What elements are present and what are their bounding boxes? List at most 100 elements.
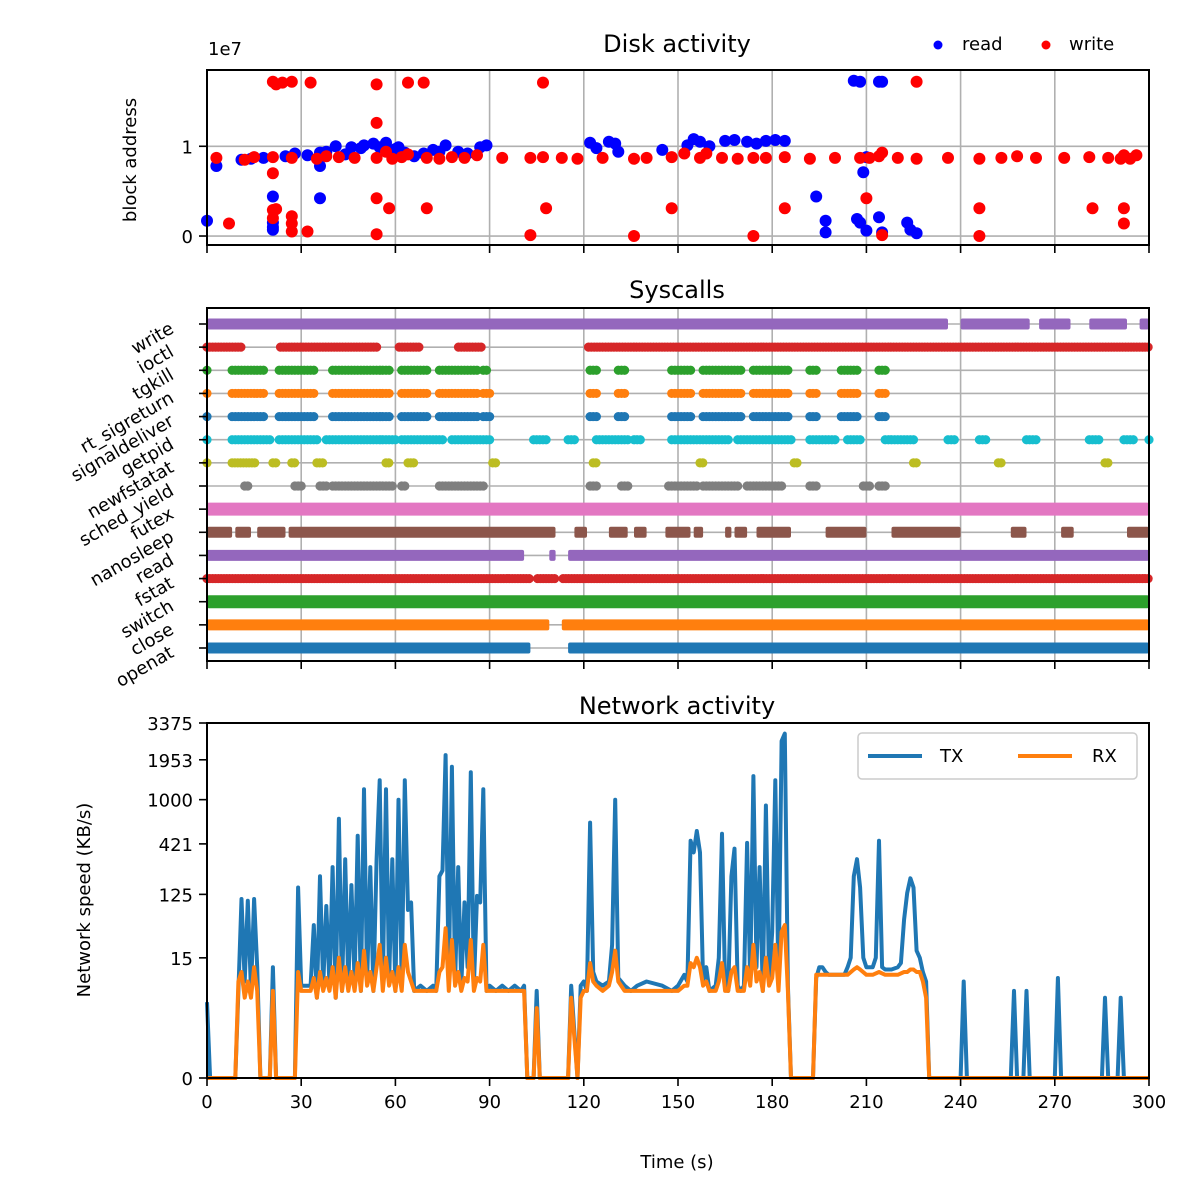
network-ticks (199, 722, 1150, 1086)
syscall-close-span (561, 619, 1149, 631)
network-x-tick-label: 60 (384, 1092, 407, 1113)
write-point (995, 151, 1008, 164)
syscalls-panel: Syscalls writeioctltgkillrt_sigreturnsig… (68, 276, 1154, 692)
syscall-tgkill-event (384, 365, 394, 375)
write-point (524, 151, 537, 164)
legend-write-marker (1041, 40, 1051, 50)
read-point (750, 137, 763, 150)
syscall-futex-span (207, 502, 1149, 516)
write-point (876, 146, 889, 159)
syscall-rt_sigreturn-event (591, 388, 602, 399)
syscall-sched_yield-event (864, 481, 875, 491)
syscall-newfstatat-event (384, 458, 394, 468)
syscall-rt_sigreturn-event (384, 388, 394, 399)
syscall-newfstatat-event (996, 458, 1006, 468)
syscall-close-span (207, 619, 550, 631)
syscall-getpid-event (830, 435, 840, 445)
syscall-nanosleep-span (257, 526, 286, 538)
syscall-getpid-event (312, 435, 322, 445)
syscall-getpid-event (437, 435, 448, 445)
write-point (731, 152, 744, 165)
write-point (973, 202, 986, 215)
syscall-getpid-event (1128, 435, 1138, 445)
write-point (665, 202, 678, 215)
syscall-tgkill-event (309, 365, 319, 375)
syscall-newfstatat-event (792, 458, 802, 468)
syscall-getpid-event (786, 435, 796, 445)
syscall-signaldeliver-event (485, 411, 495, 422)
network-x-tick-label: 180 (755, 1092, 789, 1113)
read-point (257, 151, 270, 164)
syscall-sched_yield-event (296, 481, 306, 491)
network-x-tick-label: 30 (290, 1092, 313, 1113)
syscall-rt_sigreturn-event (783, 388, 793, 399)
syscall-nanosleep-span (574, 526, 587, 538)
network-x-tick-label: 90 (478, 1092, 501, 1113)
syscall-signaldeliver-event (591, 411, 602, 422)
syscall-tgkill-event (880, 365, 890, 375)
syscall-signaldeliver-event (384, 411, 394, 422)
write-point (1030, 151, 1042, 164)
read-point (854, 75, 867, 88)
network-legend: TX RX (857, 732, 1138, 780)
syscall-signaldeliver-event (422, 411, 432, 422)
syscall-rt_sigreturn-event (811, 388, 821, 399)
write-point (370, 192, 383, 205)
disk-activity-panel: Disk activity 1e7 block address 0 1 read… (120, 30, 1150, 253)
syscall-tgkill-event (852, 365, 862, 375)
network-activity-panel: Network activity Network speed (KB/s) Ti… (74, 692, 1166, 1173)
syscall-sched_yield-event (623, 481, 633, 491)
write-point (628, 230, 640, 242)
syscall-getpid-event (1031, 435, 1041, 445)
syscall-sched_yield-event (243, 481, 253, 491)
write-point (1130, 149, 1143, 162)
syscall-read-span (207, 549, 525, 561)
write-point (1117, 202, 1130, 215)
syscall-getpid-event (635, 435, 645, 445)
network-title: Network activity (579, 692, 775, 720)
network-y-tick-label: 3375 (147, 714, 193, 735)
syscall-signaldeliver-event (309, 411, 319, 422)
syscall-sched_yield-event (811, 481, 821, 491)
syscall-rt_sigreturn-event (472, 388, 482, 399)
write-point (285, 75, 298, 88)
syscall-getpid-event (855, 435, 865, 445)
syscall-getpid-event (1094, 435, 1104, 445)
write-point (458, 151, 471, 164)
syscall-newfstatat-event (698, 458, 708, 468)
read-point (910, 227, 923, 240)
syscall-sched_yield-event (478, 481, 488, 491)
read-point (590, 142, 603, 155)
write-point (370, 151, 383, 164)
disk-points (201, 74, 1143, 242)
write-point (876, 229, 889, 242)
write-point (383, 202, 396, 215)
network-y-tick-label: 15 (170, 949, 193, 970)
syscall-nanosleep-span (1061, 526, 1074, 538)
write-point (596, 151, 609, 164)
syscall-sched_yield-event (733, 481, 743, 491)
write-point (910, 152, 923, 165)
syscalls-title: Syscalls (629, 276, 725, 304)
syscall-newfstatat-event (591, 458, 601, 468)
syscall-sched_yield-event (321, 481, 331, 491)
syscall-rt_sigreturn-event (309, 388, 319, 399)
write-point (854, 151, 867, 164)
write-point (803, 152, 816, 165)
write-point (266, 167, 279, 180)
syscall-rt_sigreturn-event (485, 388, 495, 399)
write-point (445, 151, 458, 164)
write-point (716, 151, 728, 164)
syscall-sched_yield-event (692, 481, 702, 491)
write-point (555, 151, 568, 164)
syscall-nanosleep-span (1010, 526, 1027, 538)
write-point (860, 192, 873, 205)
read-point (778, 134, 791, 147)
syscall-getpid-event (265, 435, 275, 445)
write-point (370, 78, 383, 91)
syscall-sched_yield-event (387, 481, 397, 491)
read-point (329, 140, 342, 153)
syscall-getpid-event (485, 435, 495, 445)
read-point (266, 223, 279, 236)
write-point (348, 151, 361, 164)
